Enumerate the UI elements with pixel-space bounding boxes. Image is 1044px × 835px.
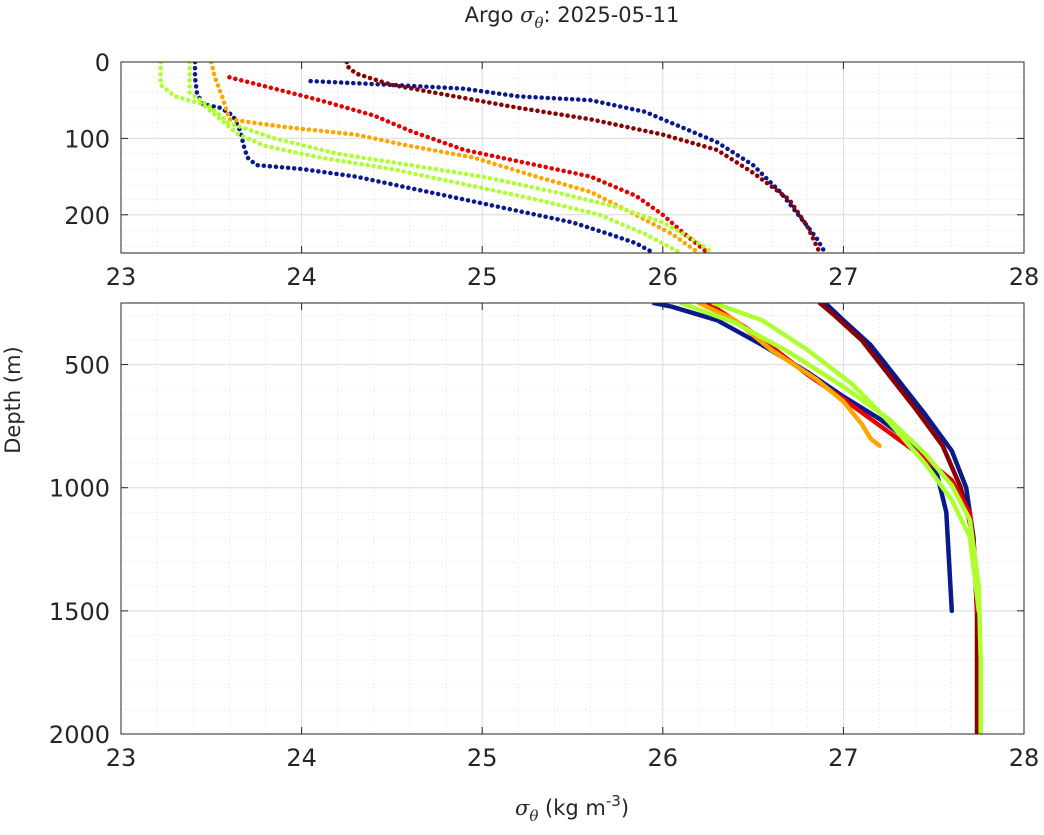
upper-x-tick-label: 28	[1009, 263, 1040, 291]
y-axis-label: Depth (m)	[1, 346, 25, 453]
series-10-upper-line	[158, 62, 684, 253]
upper-data	[158, 62, 828, 253]
upper-x-tick-label: 24	[286, 263, 317, 291]
upper-axes-frame	[120, 61, 1025, 254]
series-5-lower-line	[817, 303, 980, 734]
lower-y-tick-label: 1000	[49, 475, 110, 503]
lower-x-tick-label: 26	[648, 744, 679, 772]
lower-plot-area	[121, 303, 1024, 734]
lower-x-tick-label: 24	[286, 744, 317, 772]
upper-plot-area	[121, 62, 1024, 253]
series-0-upper-line	[192, 62, 657, 253]
lower-y-tick-label: 2000	[49, 721, 110, 749]
upper-y-tick-label: 100	[64, 125, 110, 153]
chart-title: Argo σθ: 2025-05-11	[465, 3, 680, 32]
series-4-upper-line	[344, 62, 823, 253]
lower-panel: 23 24 25 26 27 28 500 1000 1500 2000	[49, 302, 1040, 772]
series-6-upper-line	[227, 75, 711, 253]
upper-y-tick-label: 200	[64, 202, 110, 230]
lower-y-tick-label: 500	[64, 352, 110, 380]
series-2-upper-line	[308, 78, 828, 253]
lower-data	[651, 303, 983, 734]
upper-panel: 23 24 25 26 27 28 0 100 200	[64, 49, 1039, 291]
lower-x-tick-label: 28	[1009, 744, 1040, 772]
upper-x-tick-label: 27	[828, 263, 859, 291]
lower-y-tick-label: 1500	[49, 598, 110, 626]
lower-x-tick-label: 27	[828, 744, 859, 772]
upper-x-tick-label: 25	[467, 263, 498, 291]
series-8-upper-line	[209, 62, 702, 253]
lower-x-tick-label: 25	[467, 744, 498, 772]
series-11-upper-line	[187, 62, 716, 253]
upper-y-tick-label: 0	[95, 49, 110, 77]
upper-x-tick-label: 23	[106, 263, 137, 291]
series-13-lower-line	[711, 303, 982, 614]
lower-axes-frame	[120, 302, 1025, 735]
lower-x-tick-label: 23	[106, 744, 137, 772]
x-axis-label: σθ (kg m-3)	[515, 792, 629, 825]
upper-x-tick-label: 26	[648, 263, 679, 291]
